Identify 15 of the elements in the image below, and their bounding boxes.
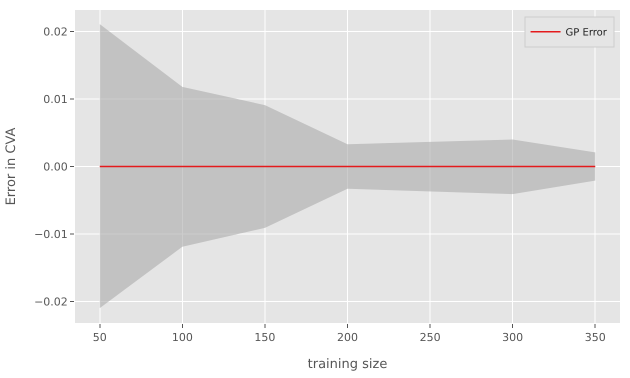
x-tick-label: 200 [337,331,358,344]
legend-label: GP Error [566,28,608,39]
x-tick-label: 100 [172,331,193,344]
x-tick-label: 350 [584,331,606,344]
y-tick-label: 0.00 [43,160,68,174]
x-tick-label: 150 [254,331,276,344]
x-axis-title: training size [308,356,388,372]
x-tick-label: 250 [420,331,441,344]
y-tick-label: −0.01 [34,228,68,241]
x-tick-label: 50 [92,331,107,344]
y-tick-label: 0.02 [43,25,68,38]
x-tick-label: 300 [502,331,524,344]
y-tick-label: 0.01 [43,92,68,106]
y-axis-title: Error in CVA [4,127,20,206]
y-tick-label: −0.02 [34,295,68,308]
